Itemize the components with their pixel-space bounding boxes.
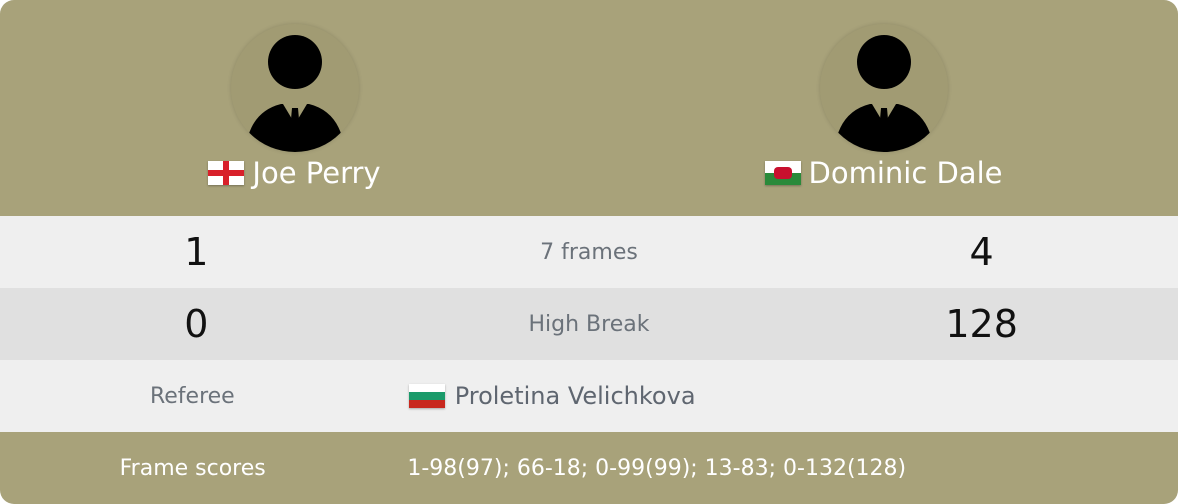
left-frames: 1 [184, 230, 209, 274]
frame-scores-value: 1-98(97); 66-18; 0-99(99); 13-83; 0-132(… [407, 456, 907, 481]
frames-label: 7 frames [540, 239, 638, 265]
frame-scores-row: Frame scores 1-98(97); 66-18; 0-99(99); … [0, 432, 1178, 504]
high-break-row: 0 High Break 128 [0, 288, 1178, 360]
player-right: Dominic Dale [589, 0, 1178, 216]
player-name[interactable]: Dominic Dale [808, 156, 1003, 190]
right-high-break: 128 [945, 302, 1018, 346]
england-flag-icon [208, 161, 245, 185]
referee-label: Referee [149, 383, 235, 409]
bulgaria-flag-icon [408, 384, 445, 408]
frames-row: 1 7 frames 4 [0, 216, 1178, 288]
right-frames: 4 [969, 230, 994, 274]
player-name[interactable]: Joe Perry [252, 156, 381, 190]
avatar-placeholder-icon [819, 24, 948, 152]
player-left: Joe Perry [0, 0, 589, 216]
referee-row: Referee Proletina Velichkova [0, 360, 1178, 432]
match-header: Joe Perry Dominic Dale [0, 0, 1178, 216]
left-high-break: 0 [184, 302, 209, 346]
frame-scores-label: Frame scores [119, 456, 266, 481]
high-break-label: High Break [528, 311, 650, 337]
referee-name: Proletina Velichkova [454, 382, 696, 410]
wales-flag-icon [764, 161, 801, 185]
avatar-placeholder-icon [230, 24, 359, 152]
